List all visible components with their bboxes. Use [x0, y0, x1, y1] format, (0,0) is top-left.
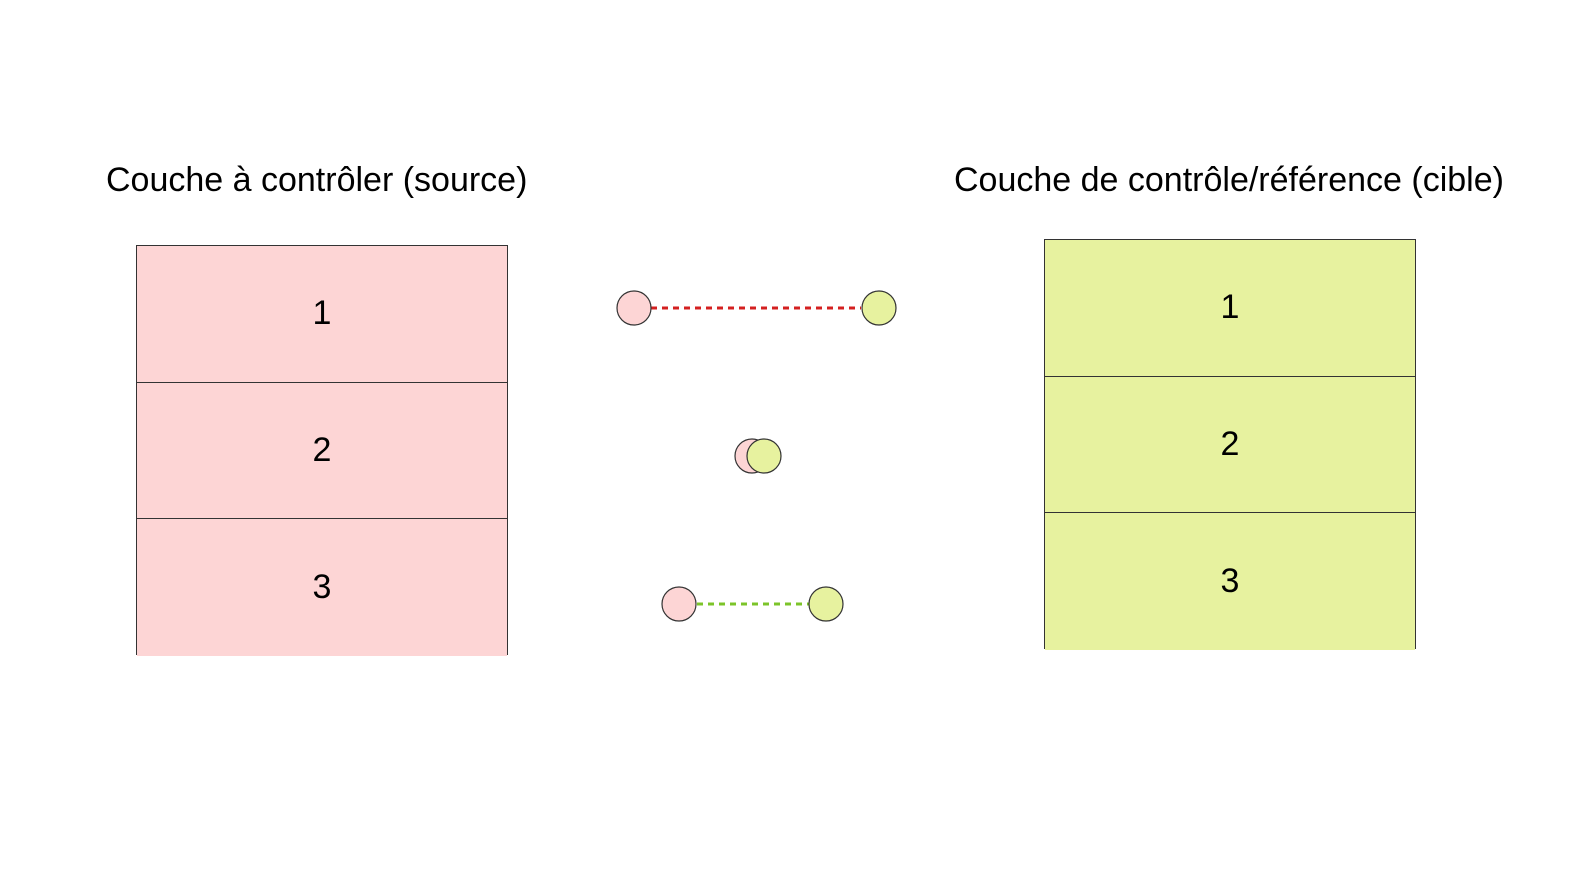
- link-large-offset: [616, 290, 897, 326]
- target-cell-1: 1: [1045, 240, 1415, 377]
- link-overlap: [734, 438, 782, 474]
- link-small-offset: [661, 586, 844, 622]
- source-cell-1: 1: [137, 246, 507, 383]
- source-point-3: [661, 586, 697, 622]
- source-cell-3: 3: [137, 519, 507, 656]
- source-layer-title: Couche à contrôler (source): [106, 161, 528, 199]
- target-layer-title: Couche de contrôle/référence (cible): [954, 161, 1504, 199]
- target-point-1: [861, 290, 897, 326]
- target-cell-3: 3: [1045, 513, 1415, 650]
- target-point-3: [808, 586, 844, 622]
- target-layer-stack: 1 2 3: [1044, 239, 1416, 650]
- source-cell-2: 2: [137, 382, 507, 520]
- target-cell-2: 2: [1045, 376, 1415, 514]
- source-point-1: [616, 290, 652, 326]
- target-point-2: [746, 438, 782, 474]
- source-point-2: [734, 438, 770, 474]
- source-layer-stack: 1 2 3: [136, 245, 508, 656]
